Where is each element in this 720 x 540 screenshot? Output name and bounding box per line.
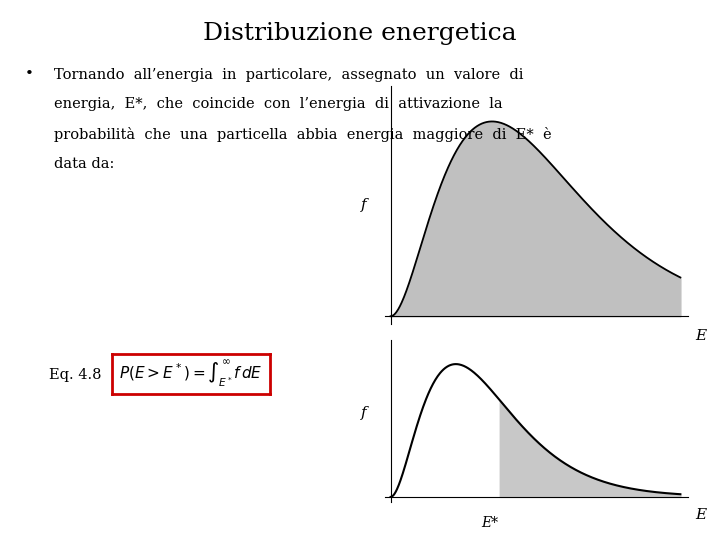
Text: •: •: [25, 68, 34, 82]
Text: $P(E > E^*)= \int_{E^*}^{\infty} f\,dE$: $P(E > E^*)= \int_{E^*}^{\infty} f\,dE$: [119, 358, 263, 390]
Text: Distribuzione energetica: Distribuzione energetica: [203, 22, 517, 45]
Text: f: f: [361, 406, 366, 420]
Text: energia,  E*,  che  coincide  con  l’energia  di  attivazione  la: energia, E*, che coincide con l’energia …: [54, 97, 503, 111]
Text: E*: E*: [482, 516, 499, 530]
Text: probabilità  che  una  particella  abbia  energia  maggiore  di  E*  è: probabilità che una particella abbia ene…: [54, 127, 552, 142]
Text: f: f: [361, 198, 366, 212]
Text: Tornando  all’energia  in  particolare,  assegnato  un  valore  di: Tornando all’energia in particolare, ass…: [54, 68, 523, 82]
Text: E: E: [695, 508, 706, 522]
Text: Eq. 4.8: Eq. 4.8: [49, 368, 102, 382]
Text: E: E: [695, 329, 706, 343]
Text: data da:: data da:: [54, 157, 114, 171]
